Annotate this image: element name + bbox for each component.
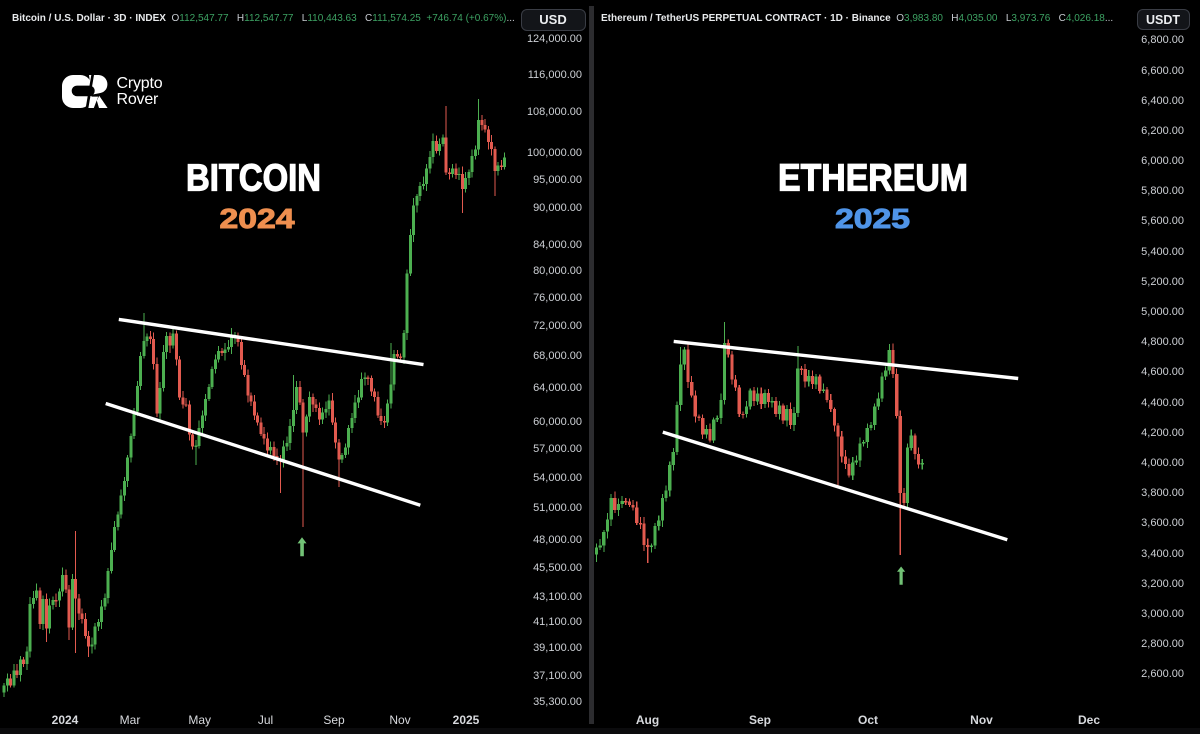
svg-text:2025: 2025 — [835, 203, 910, 234]
svg-text:2024: 2024 — [220, 203, 296, 234]
svg-text:ETHEREUM: ETHEREUM — [778, 158, 968, 200]
svg-text:BITCOIN: BITCOIN — [186, 158, 321, 200]
